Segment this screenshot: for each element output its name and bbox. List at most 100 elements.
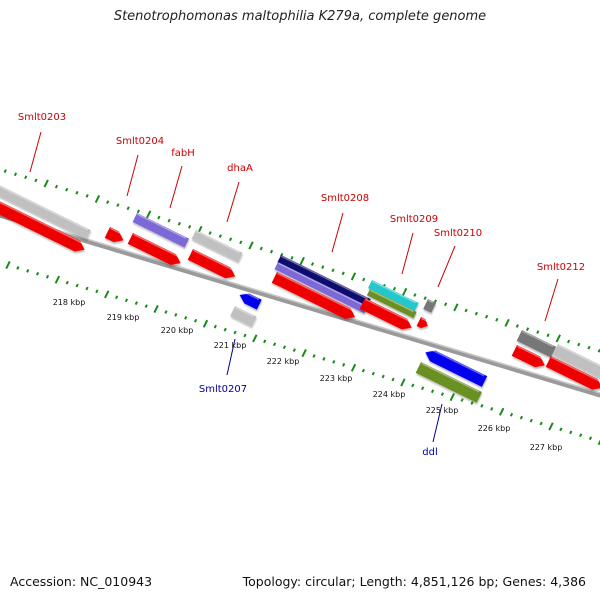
inner-major-tick [153,305,159,314]
outer-minor-tick [269,249,274,254]
kbp-label: 219 kbp [107,313,140,322]
kbp-label: 222 kbp [267,357,300,366]
outer-minor-tick [464,308,468,313]
cds-smlt0211[interactable] [511,345,548,371]
outer-minor-tick [485,314,489,319]
outer-major-tick [555,334,561,343]
feature-track [0,178,600,403]
inner-minor-tick [16,266,20,270]
gene-label-smlt0207[interactable]: Smlt0207 [199,384,247,395]
outer-minor-tick [259,246,263,251]
gene-label-dhaa[interactable]: dhaA [227,163,253,174]
inner-minor-tick [480,404,484,408]
inner-major-tick [202,319,209,328]
inner-minor-tick [529,418,533,423]
feature-smlt0208-navy[interactable] [277,255,371,307]
outer-minor-tick [239,240,243,245]
feature-smlt0212-darkgray[interactable] [516,330,557,358]
inner-major-tick [400,378,406,387]
outer-major-tick [94,194,101,204]
feature-ddl-green[interactable] [415,362,483,403]
outer-minor-tick [392,286,397,291]
outer-major-tick [299,256,305,265]
leader-smlt0203 [29,131,42,173]
genome-summary-text: Topology: circular; Length: 4,851,126 bp… [242,574,586,589]
leader-smlt0207 [226,338,236,376]
inner-major-tick [498,407,505,416]
leader-smlt0204 [126,154,139,197]
feature-smlt0212-gray[interactable] [552,344,600,382]
feature-smlt0209-green[interactable] [366,289,417,319]
gene-label-ddl[interactable]: ddl [422,447,437,458]
outer-minor-tick [167,218,171,223]
cds-fabh[interactable] [127,233,184,268]
outer-minor-tick [423,296,427,300]
kbp-label: 224 kbp [373,390,406,399]
outer-minor-tick [587,345,591,350]
outer-minor-tick [208,231,212,235]
outer-minor-tick [331,268,335,273]
outer-minor-tick [3,169,7,173]
backbone-line [0,212,600,398]
outer-minor-tick [515,324,519,328]
feature-smlt0208-purple[interactable] [274,262,368,314]
outer-minor-tick [495,317,499,322]
outer-minor-tick [577,342,581,347]
outer-minor-tick [228,237,233,242]
outer-minor-tick [24,175,28,180]
cds-smlt0204[interactable] [104,227,126,246]
cds-dhaa[interactable] [187,249,238,282]
inner-minor-tick [144,304,148,308]
inner-minor-tick [332,359,336,364]
feature-fabh-gray[interactable] [191,230,243,262]
gene-label-smlt0212[interactable]: Smlt0212 [537,262,585,273]
feature-smlt0204-purple[interactable] [132,213,190,248]
cds-smlt0208[interactable] [271,272,358,323]
gene-label-smlt0209[interactable]: Smlt0209 [390,214,438,225]
cds-smlt0203[interactable] [0,194,87,255]
cds-smlt0207-reverse[interactable] [237,290,262,310]
feature-smlt0207-gray[interactable] [230,306,257,327]
inner-minor-tick [233,330,237,335]
inner-major-tick [104,290,110,299]
cds-ddl-reverse[interactable] [423,347,488,387]
feature-smlt0209-cyan[interactable] [368,280,419,312]
kbp-label: 221 kbp [214,341,247,350]
outer-minor-tick [136,209,140,214]
feature-smlt0210-darkgray[interactable] [423,299,437,313]
inner-minor-tick [569,430,573,435]
gene-label-smlt0208[interactable]: Smlt0208 [321,193,369,204]
cds-smlt0212[interactable] [545,356,600,393]
inner-minor-tick [539,421,543,426]
cds-smlt0210[interactable] [416,317,430,330]
outer-minor-tick [218,234,222,239]
inner-minor-tick [460,398,464,402]
outer-minor-tick [13,172,18,177]
gene-label-smlt0203[interactable]: Smlt0203 [18,112,66,123]
inner-major-tick [548,422,554,431]
inner-major-tick [5,260,11,270]
outer-minor-tick [536,330,540,335]
inner-minor-tick [164,310,168,314]
outer-minor-tick [341,271,345,276]
gene-label-smlt0210[interactable]: Smlt0210 [434,228,482,239]
outer-minor-tick [310,262,315,266]
outer-major-tick [43,179,49,188]
kbp-label: 227 kbp [530,443,563,452]
gene-label-smlt0204[interactable]: Smlt0204 [116,136,164,147]
kbp-label: 220 kbp [161,326,194,335]
gene-label-fabh[interactable]: fabH [171,148,195,159]
cds-smlt0209[interactable] [359,298,415,333]
outer-major-tick [145,210,152,219]
outer-minor-tick [433,299,438,304]
outer-minor-tick [546,333,550,338]
inner-minor-tick [282,345,287,350]
inner-minor-tick [411,383,415,388]
feature-smlt0203-gene[interactable] [0,178,91,240]
kbp-label: 223 kbp [320,374,353,383]
leader-fabh [169,165,183,209]
inner-minor-tick [85,286,89,291]
inner-minor-tick [26,268,30,273]
label-leaders [29,131,559,443]
